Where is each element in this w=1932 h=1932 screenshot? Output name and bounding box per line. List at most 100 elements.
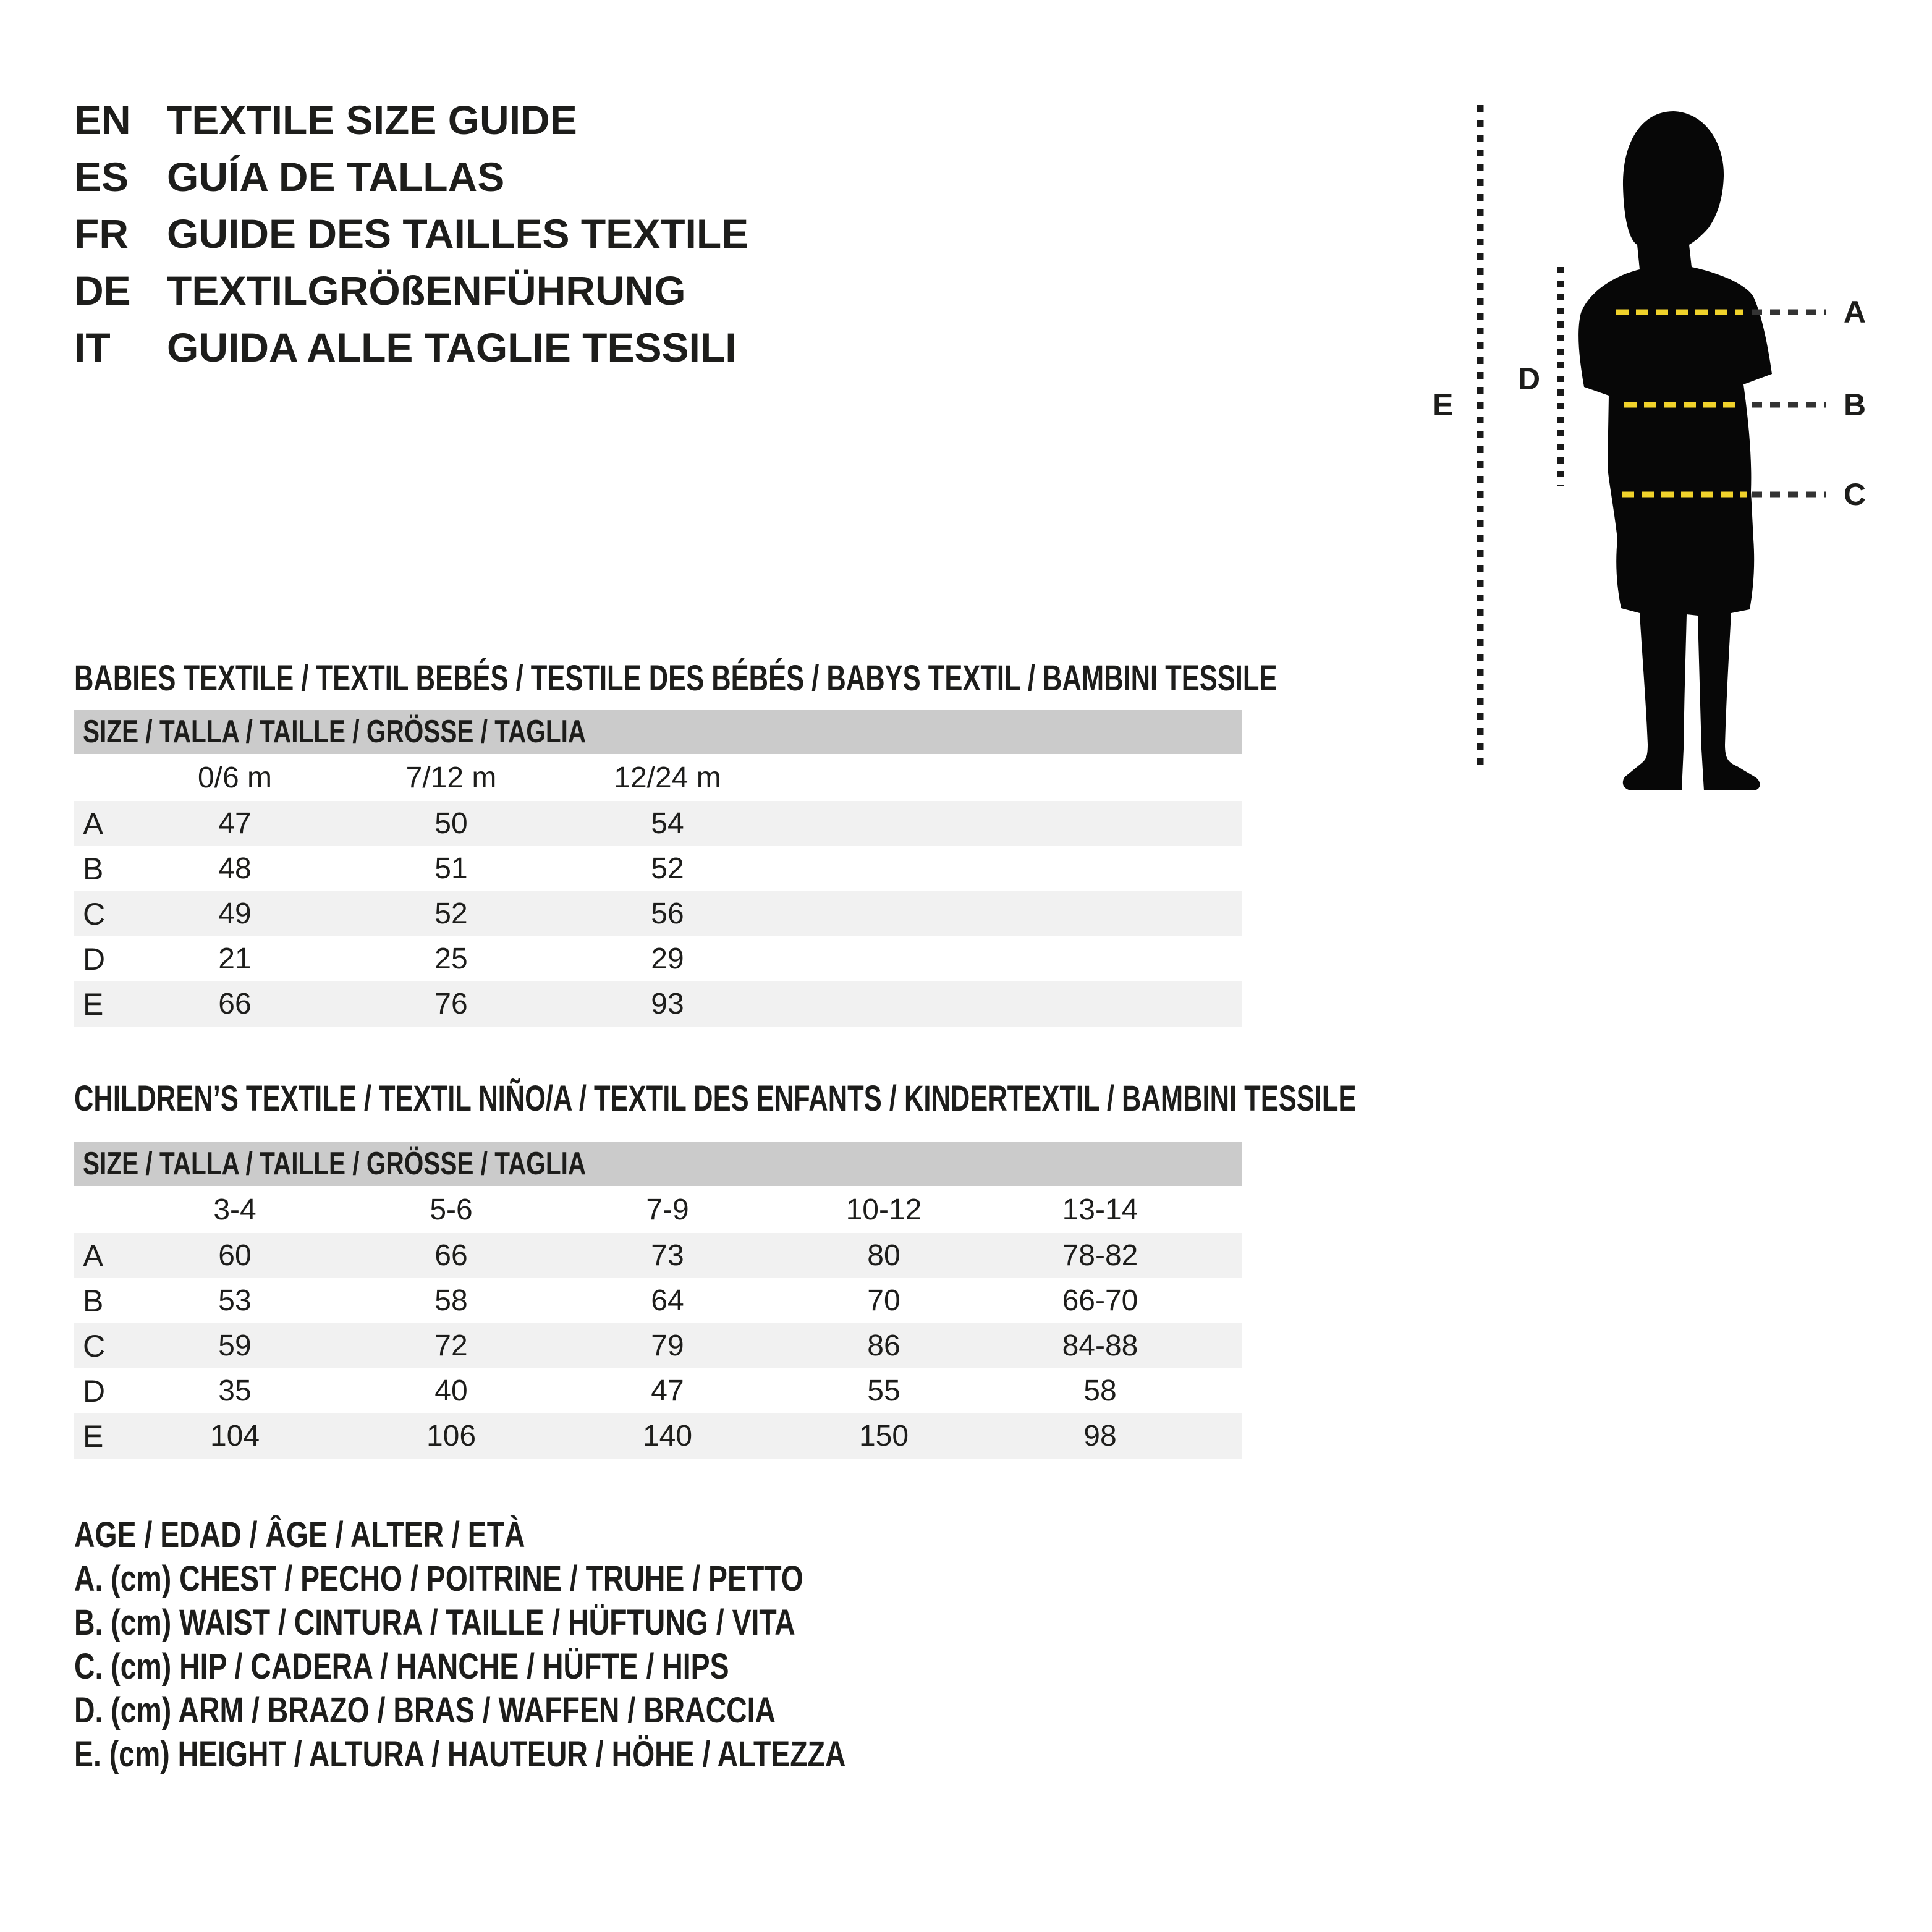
language-title: GUIDA ALLE TAGLIE TESSILI	[167, 324, 737, 370]
table-cell: 35	[218, 1375, 252, 1407]
children-section-title: CHILDREN’S TEXTILE / TEXTIL NIÑO/A / TEX…	[74, 1078, 1357, 1119]
table-cell: 93	[651, 988, 684, 1020]
table-cell: 76	[434, 988, 468, 1020]
language-row-en: EN TEXTILE SIZE GUIDE	[74, 91, 748, 148]
babies-section-title: BABIES TEXTILE / TEXTIL BEBÉS / TESTILE …	[74, 658, 1277, 698]
table-cell: 53	[218, 1284, 252, 1317]
table-cell: 79	[651, 1329, 684, 1362]
table-cell: 140	[642, 1420, 693, 1452]
size-header-label: SIZE / TALLA / TAILLE / GRÖSSE / TAGLIA	[83, 1146, 587, 1182]
table-cell: 58	[434, 1284, 468, 1317]
size-header-label: SIZE / TALLA / TAILLE / GRÖSSE / TAGLIA	[83, 714, 587, 750]
figure-label-b: B	[1844, 388, 1866, 422]
legend-line-hip: C. (cm) HIP / CADERA / HANCHE / HÜFTE / …	[74, 1646, 729, 1687]
table-row: C 59 72 79 86 84-88	[74, 1323, 1242, 1368]
table-cell: 80	[867, 1239, 900, 1272]
table-cell: 58	[1083, 1375, 1117, 1407]
table-cell: 55	[867, 1375, 900, 1407]
language-row-it: IT GUIDA ALLE TAGLIE TESSILI	[74, 319, 748, 376]
table-cell: 50	[434, 807, 468, 840]
table-row: C 49 52 56	[74, 891, 1242, 936]
table-cell: 49	[218, 897, 252, 930]
table-cell: 78-82	[1062, 1239, 1138, 1272]
row-label: C	[83, 896, 106, 931]
legend-line-age: AGE / EDAD / ÂGE / ALTER / ETÀ	[74, 1515, 525, 1555]
table-cell: 66-70	[1062, 1284, 1138, 1317]
row-label: A	[83, 1238, 104, 1273]
column-header: 5-6	[430, 1193, 473, 1226]
table-cell: 48	[218, 852, 252, 885]
children-size-table: SIZE / TALLA / TAILLE / GRÖSSE / TAGLIA …	[74, 1142, 1242, 1459]
language-title: GUIDE DES TAILLES TEXTILE	[167, 211, 749, 256]
language-code: IT	[74, 324, 111, 370]
column-header: 10-12	[845, 1193, 922, 1226]
row-label: E	[83, 1418, 104, 1454]
table-cell: 84-88	[1062, 1329, 1138, 1362]
column-header: 13-14	[1062, 1193, 1138, 1226]
table-cell: 51	[434, 852, 468, 885]
figure-label-d: D	[1518, 362, 1540, 396]
table-cell: 66	[434, 1239, 468, 1272]
table-cell: 25	[434, 943, 468, 975]
legend-line-height: E. (cm) HEIGHT / ALTURA / HAUTEUR / HÖHE…	[74, 1734, 846, 1774]
table-cell: 73	[651, 1239, 684, 1272]
table-cell: 21	[218, 943, 252, 975]
row-label: D	[83, 941, 106, 977]
table-cell: 52	[434, 897, 468, 930]
row-label: D	[83, 1373, 106, 1409]
table-row: B 53 58 64 70 66-70	[74, 1278, 1242, 1323]
row-label: E	[83, 986, 104, 1022]
figure-label-e: E	[1433, 388, 1453, 422]
table-cell: 66	[218, 988, 252, 1020]
table-cell: 98	[1083, 1420, 1117, 1452]
row-label: C	[83, 1328, 106, 1363]
figure-label-c: C	[1844, 477, 1866, 512]
table-cell: 64	[651, 1284, 684, 1317]
language-row-es: ES GUÍA DE TALLAS	[74, 148, 748, 205]
column-header: 3-4	[213, 1193, 256, 1226]
language-row-de: DE TEXTILGRÖßENFÜHRUNG	[74, 262, 748, 319]
table-row: B 48 51 52	[74, 846, 1242, 891]
column-header: 12/24 m	[614, 761, 721, 794]
table-row: A 60 66 73 80 78-82	[74, 1233, 1242, 1278]
figure-label-a: A	[1844, 295, 1866, 329]
table-cell: 54	[651, 807, 684, 840]
language-title: TEXTILGRÖßENFÜHRUNG	[167, 268, 686, 313]
table-row: E 66 76 93	[74, 981, 1242, 1027]
table-cell: 29	[651, 943, 684, 975]
language-title: TEXTILE SIZE GUIDE	[167, 97, 577, 143]
table-row: D 21 25 29	[74, 936, 1242, 981]
column-header: 0/6 m	[197, 761, 273, 794]
measurement-figure: A B C D E	[1415, 87, 1910, 803]
row-label: B	[83, 1283, 104, 1318]
children-size-header-bar: SIZE / TALLA / TAILLE / GRÖSSE / TAGLIA	[74, 1142, 1242, 1186]
legend-line-arm: D. (cm) ARM / BRAZO / BRAS / WAFFEN / BR…	[74, 1690, 776, 1731]
table-cell: 59	[218, 1329, 252, 1362]
language-title-list: EN TEXTILE SIZE GUIDE ES GUÍA DE TALLAS …	[74, 91, 748, 376]
table-cell: 47	[218, 807, 252, 840]
table-row: A 47 50 54	[74, 801, 1242, 846]
measurement-legend: AGE / EDAD / ÂGE / ALTER / ETÀ A. (cm) C…	[74, 1513, 1039, 1776]
legend-line-waist: B. (cm) WAIST / CINTURA / TAILLE / HÜFTU…	[74, 1603, 795, 1643]
table-cell: 72	[434, 1329, 468, 1362]
babies-column-header-row: 0/6 m 7/12 m 12/24 m	[74, 754, 1242, 801]
language-code: DE	[74, 268, 131, 313]
language-code: ES	[74, 154, 129, 200]
table-cell: 60	[218, 1239, 252, 1272]
babies-size-table: SIZE / TALLA / TAILLE / GRÖSSE / TAGLIA …	[74, 710, 1242, 1027]
column-header: 7-9	[646, 1193, 689, 1226]
table-cell: 52	[651, 852, 684, 885]
children-column-header-row: 3-4 5-6 7-9 10-12 13-14	[74, 1186, 1242, 1233]
table-cell: 104	[210, 1420, 260, 1452]
table-cell: 86	[867, 1329, 900, 1362]
language-row-fr: FR GUIDE DES TAILLES TEXTILE	[74, 205, 748, 262]
legend-line-chest: A. (cm) CHEST / PECHO / POITRINE / TRUHE…	[74, 1559, 803, 1599]
table-row: D 35 40 47 55 58	[74, 1368, 1242, 1413]
row-label: B	[83, 851, 104, 886]
table-cell: 106	[426, 1420, 477, 1452]
table-row: E 104 106 140 150 98	[74, 1413, 1242, 1459]
language-title: GUÍA DE TALLAS	[167, 154, 505, 200]
language-code: EN	[74, 97, 131, 143]
table-cell: 150	[858, 1420, 909, 1452]
